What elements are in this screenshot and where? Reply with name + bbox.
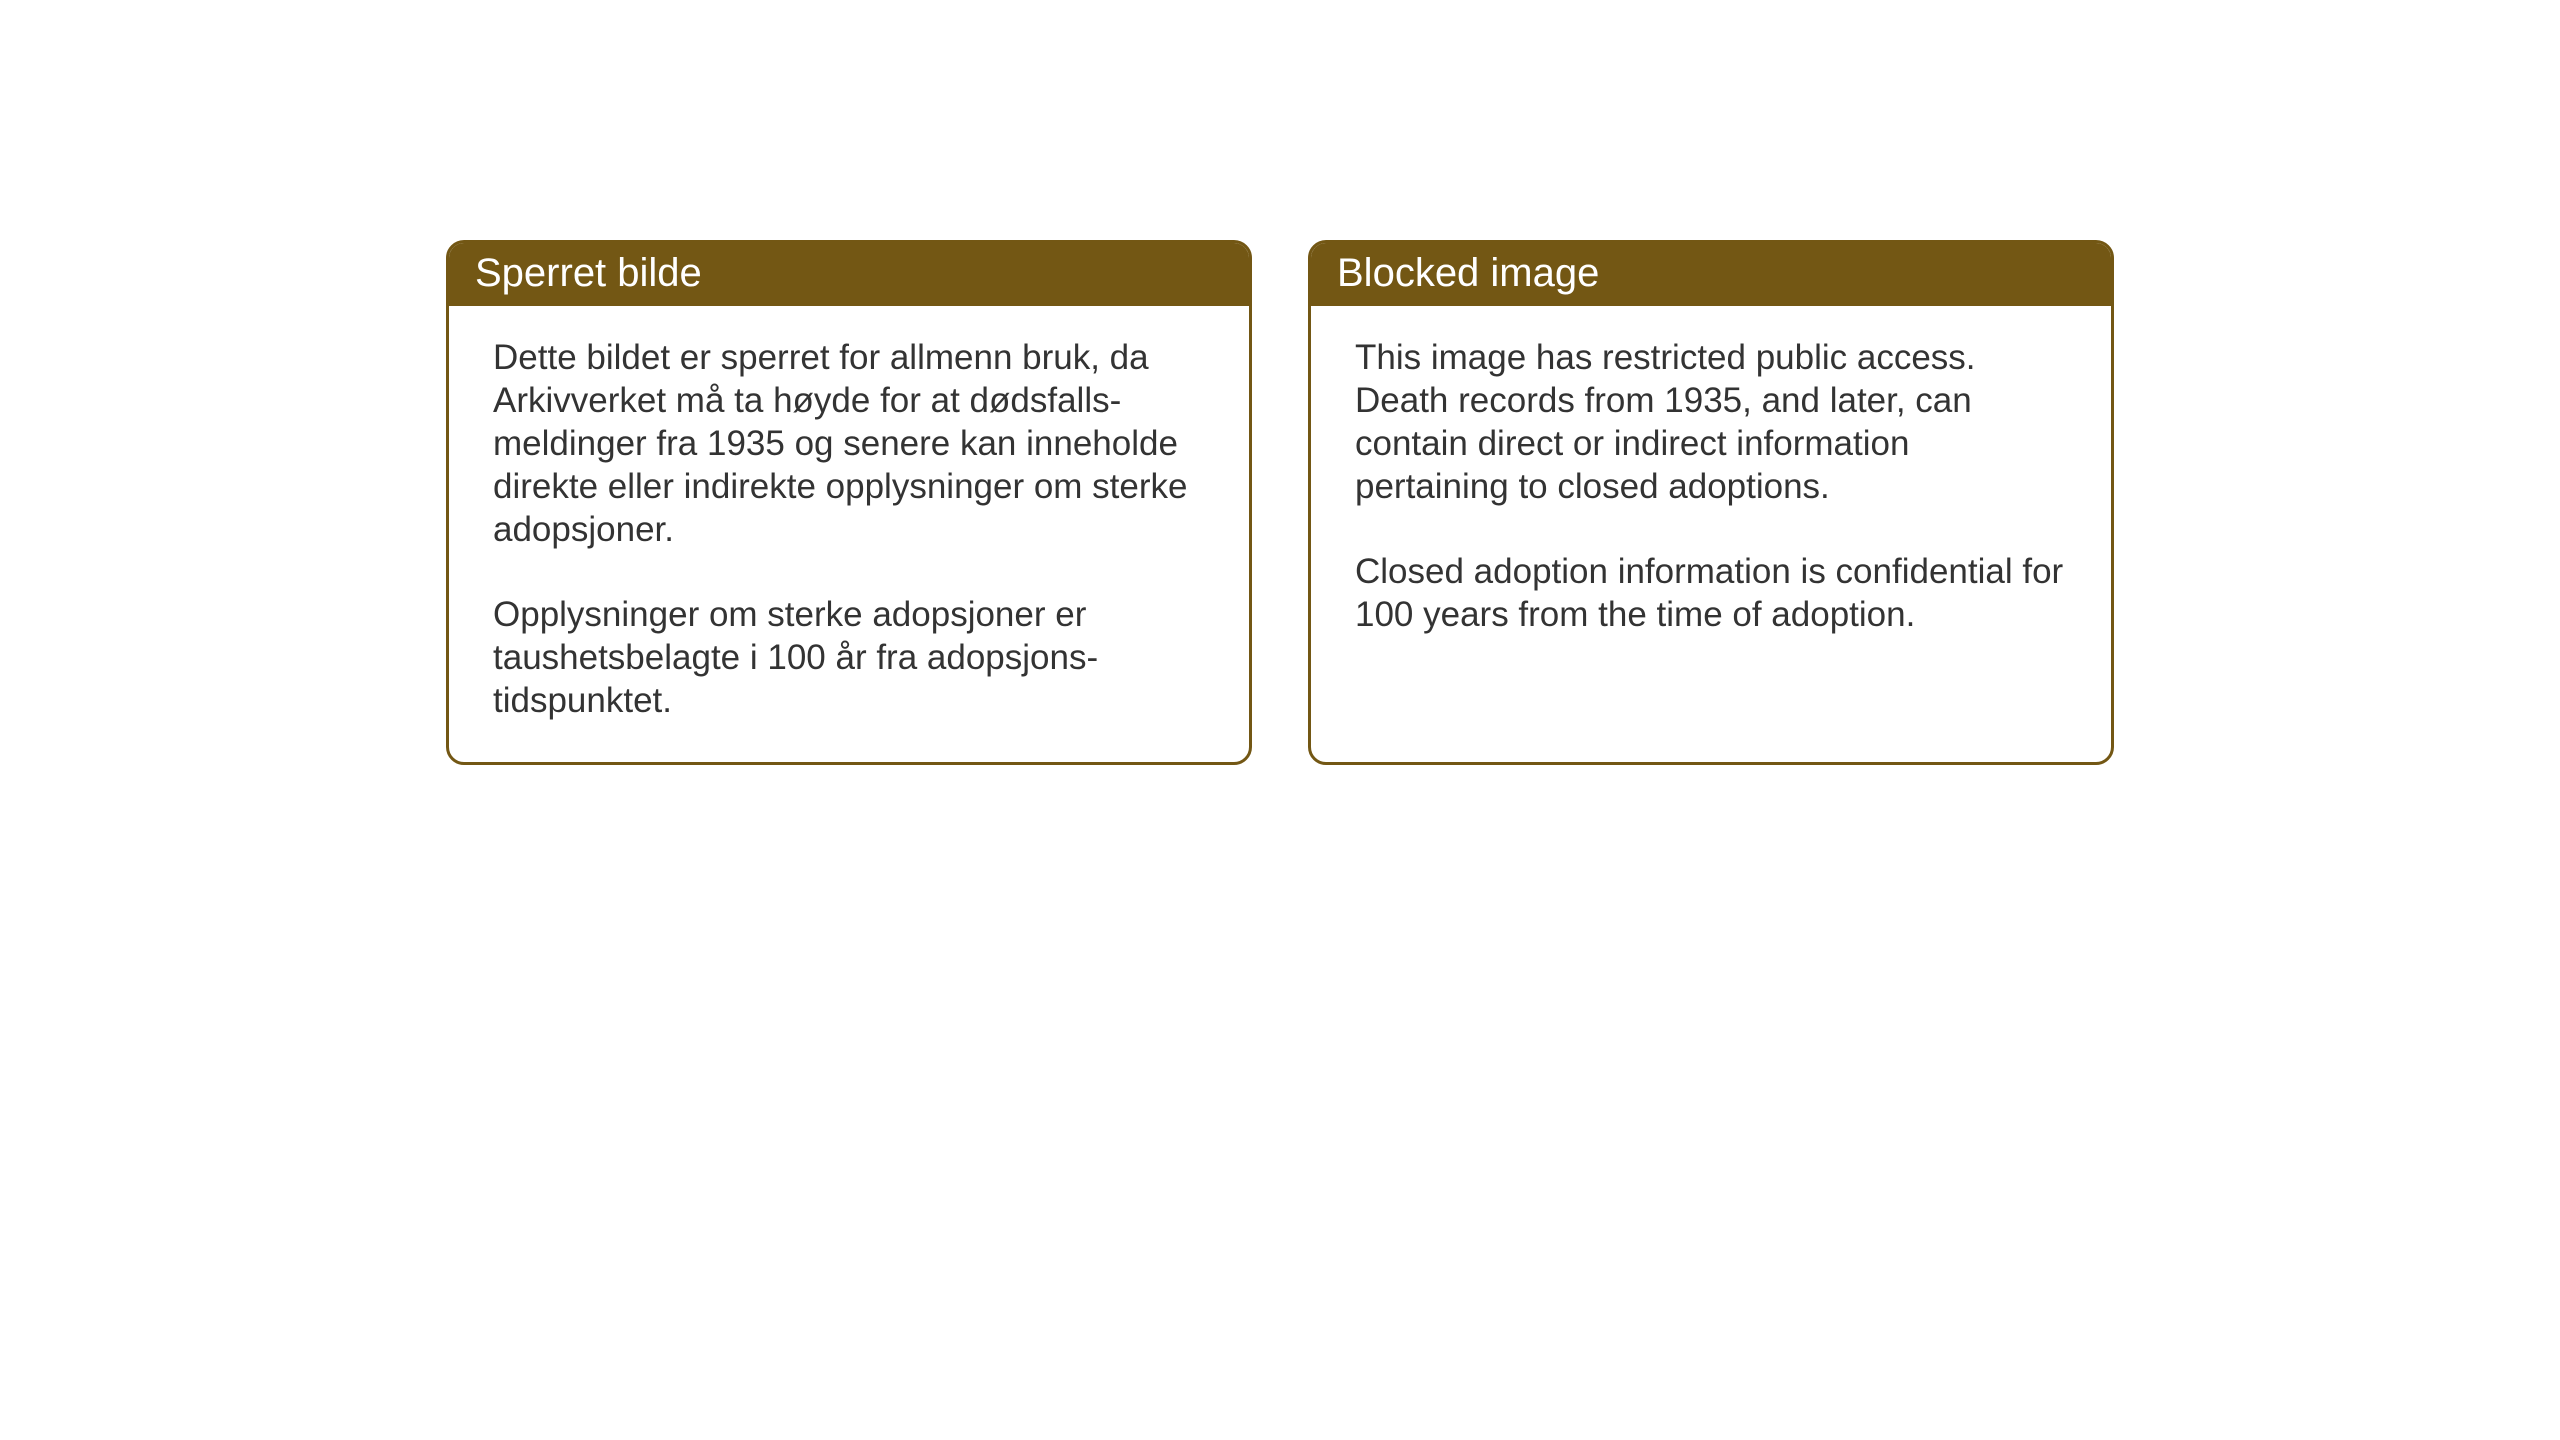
paragraph-english-1: This image has restricted public access.…: [1355, 336, 2067, 508]
paragraph-norwegian-1: Dette bildet er sperret for allmenn bruk…: [493, 336, 1205, 551]
notice-card-norwegian: Sperret bilde Dette bildet er sperret fo…: [446, 240, 1252, 765]
notice-container: Sperret bilde Dette bildet er sperret fo…: [0, 0, 2560, 765]
paragraph-english-2: Closed adoption information is confident…: [1355, 550, 2067, 636]
card-header-norwegian: Sperret bilde: [449, 243, 1249, 306]
card-body-english: This image has restricted public access.…: [1311, 306, 2111, 676]
card-body-norwegian: Dette bildet er sperret for allmenn bruk…: [449, 306, 1249, 762]
notice-card-english: Blocked image This image has restricted …: [1308, 240, 2114, 765]
paragraph-norwegian-2: Opplysninger om sterke adopsjoner er tau…: [493, 593, 1205, 722]
card-header-english: Blocked image: [1311, 243, 2111, 306]
